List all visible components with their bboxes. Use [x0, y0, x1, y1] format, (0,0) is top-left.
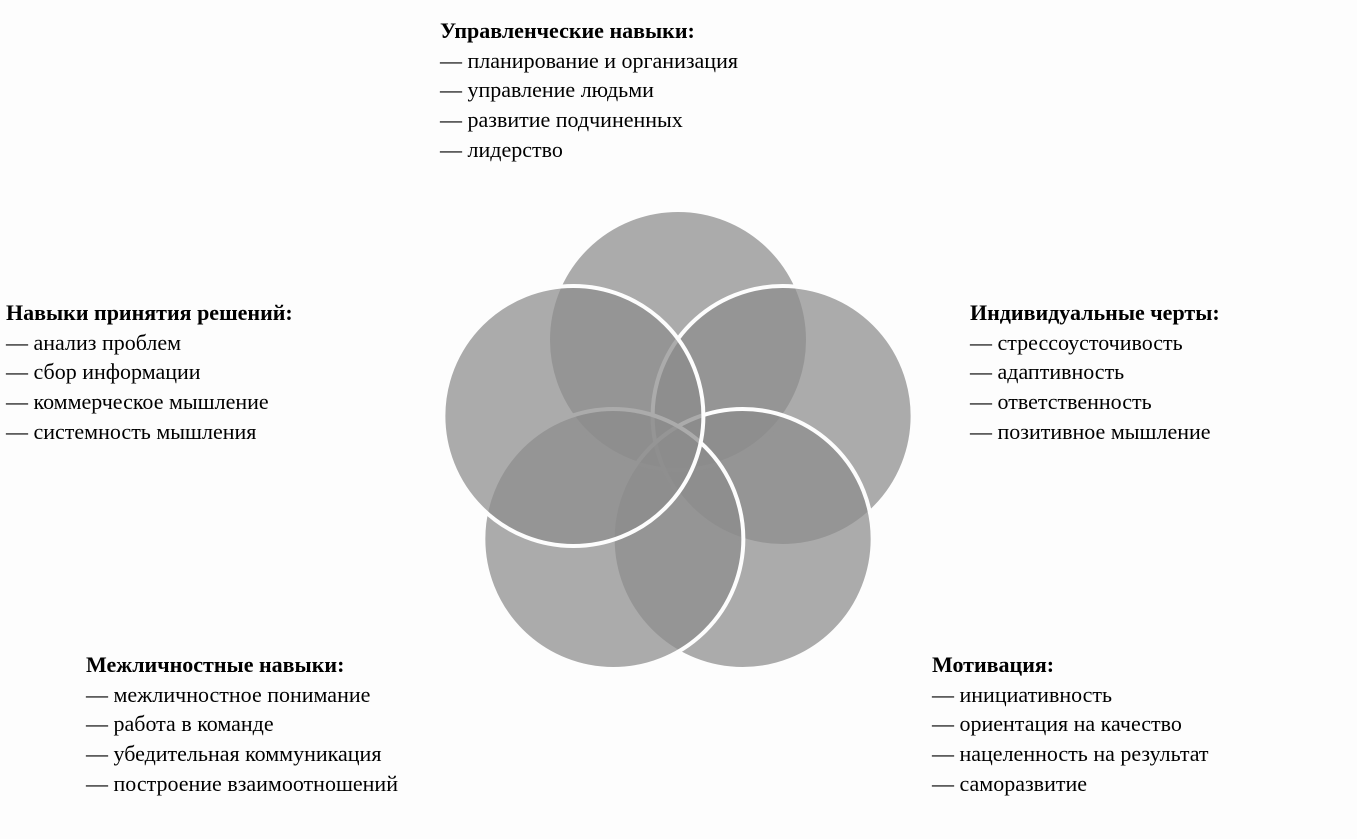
- list-item: ответственность: [970, 387, 1350, 417]
- label-interpersonal-title: Межличностные навыки:: [86, 650, 546, 680]
- label-decision-items: анализ проблем сбор информации коммерчес…: [6, 328, 406, 447]
- list-item: стрессоусточивость: [970, 328, 1350, 358]
- list-item: лидерство: [440, 135, 960, 165]
- label-interpersonal-items: межличностное понимание работа в команде…: [86, 680, 546, 799]
- list-item: коммерческое мышление: [6, 387, 406, 417]
- list-item: межличностное понимание: [86, 680, 546, 710]
- list-item: инициативность: [932, 680, 1352, 710]
- list-item: развитие подчиненных: [440, 105, 960, 135]
- list-item: работа в команде: [86, 709, 546, 739]
- list-item: позитивное мышление: [970, 417, 1350, 447]
- list-item: построение взаимоотношений: [86, 769, 546, 799]
- list-item: ориентация на качество: [932, 709, 1352, 739]
- list-item: анализ проблем: [6, 328, 406, 358]
- list-item: адаптивность: [970, 357, 1350, 387]
- list-item: планирование и организация: [440, 46, 960, 76]
- list-item: системность мышления: [6, 417, 406, 447]
- list-item: нацеленность на результат: [932, 739, 1352, 769]
- label-management: Управленческие навыки: планирование и ор…: [440, 16, 960, 164]
- label-individual-title: Индивидуальные черты:: [970, 298, 1350, 328]
- label-management-items: планирование и организация управление лю…: [440, 46, 960, 165]
- list-item: сбор информации: [6, 357, 406, 387]
- label-individual: Индивидуальные черты: стрессоусточивость…: [970, 298, 1350, 446]
- label-individual-items: стрессоусточивость адаптивность ответств…: [970, 328, 1350, 447]
- label-interpersonal: Межличностные навыки: межличностное пони…: [86, 650, 546, 798]
- list-item: саморазвитие: [932, 769, 1352, 799]
- label-decision-title: Навыки принятия решений:: [6, 298, 406, 328]
- label-motivation-title: Мотивация:: [932, 650, 1352, 680]
- label-decision: Навыки принятия решений: анализ проблем …: [6, 298, 406, 446]
- label-management-title: Управленческие навыки:: [440, 16, 960, 46]
- diagram-stage: Управленческие навыки: планирование и ор…: [0, 0, 1357, 839]
- list-item: управление людьми: [440, 75, 960, 105]
- label-motivation: Мотивация: инициативность ориентация на …: [932, 650, 1352, 798]
- label-motivation-items: инициативность ориентация на качество на…: [932, 680, 1352, 799]
- venn-circle-4: [443, 286, 703, 546]
- list-item: убедительная коммуникация: [86, 739, 546, 769]
